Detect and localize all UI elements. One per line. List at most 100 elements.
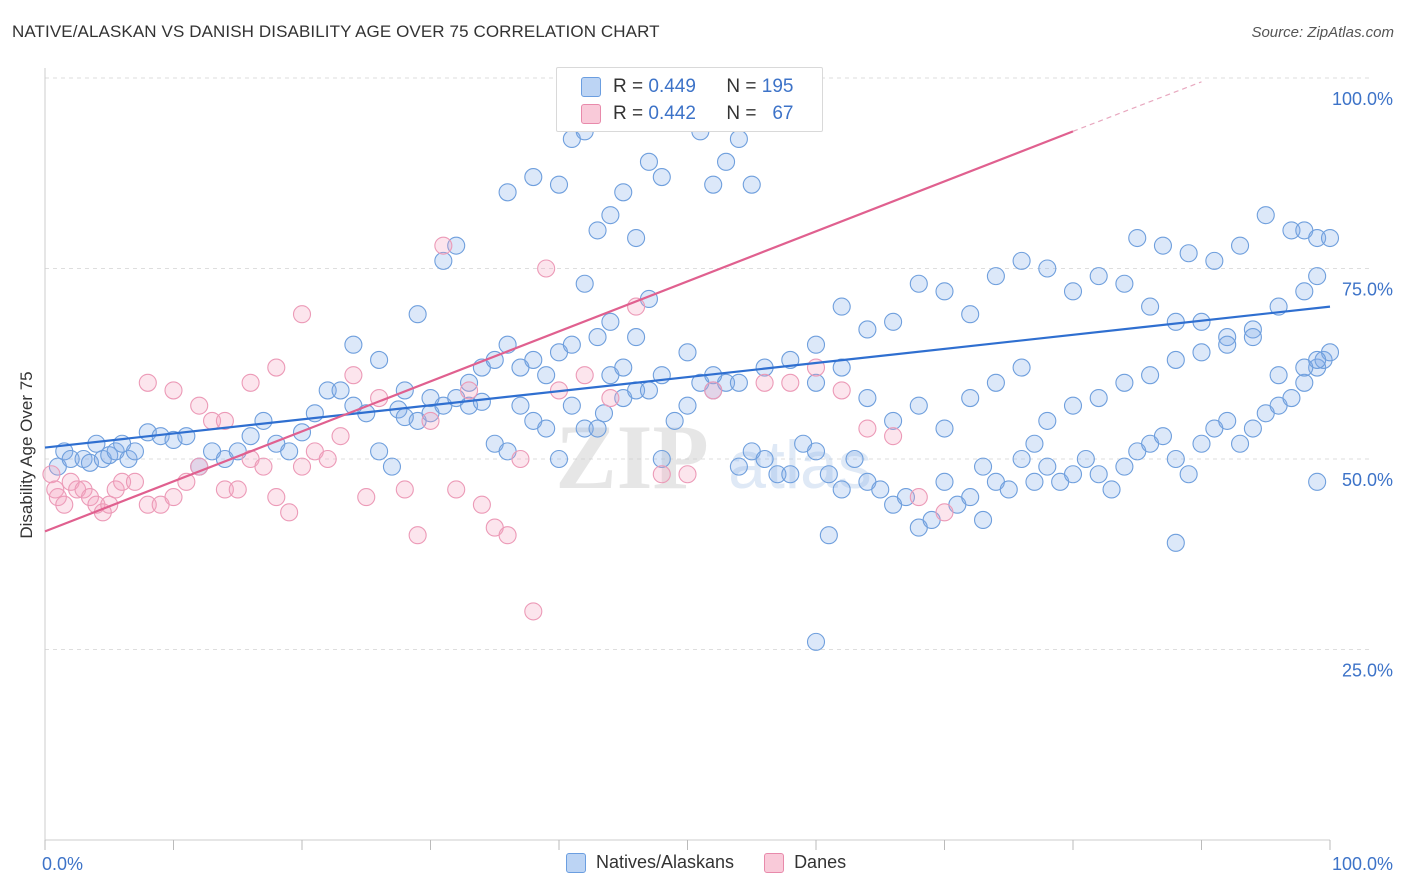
natives-point: [961, 305, 980, 324]
chart-title: NATIVE/ALASKAN VS DANISH DISABILITY AGE …: [12, 22, 660, 41]
danes-point: [164, 488, 183, 507]
x-tick-label: 100.0%: [1332, 854, 1393, 874]
legend-item-danes[interactable]: Danes: [764, 852, 846, 873]
natives-point: [331, 381, 350, 400]
natives-point: [909, 274, 928, 293]
legend-swatch-natives-bottom: [566, 852, 586, 873]
natives-point: [1192, 343, 1211, 362]
natives-point: [614, 183, 633, 202]
natives-point: [614, 358, 633, 377]
natives-point: [871, 480, 890, 499]
natives-point: [1231, 236, 1250, 255]
danes-point: [318, 449, 337, 469]
natives-point: [1012, 358, 1031, 377]
legend-item-natives[interactable]: Natives/Alaskans: [566, 852, 734, 873]
natives-point: [125, 442, 144, 461]
natives-point: [819, 465, 838, 484]
natives-point: [1218, 328, 1237, 347]
natives-point: [498, 183, 517, 202]
natives-point: [588, 328, 607, 347]
natives-point: [1115, 457, 1134, 476]
danes-point: [421, 411, 440, 430]
danes-point: [678, 465, 697, 484]
legend-row-natives: R = 0.449 N = 195: [581, 74, 793, 100]
danes-point: [292, 305, 312, 324]
natives-point: [858, 388, 877, 408]
natives-point: [1166, 449, 1185, 469]
natives-point: [729, 129, 748, 149]
legend-n-label: N =: [726, 76, 757, 97]
natives-point: [678, 396, 697, 415]
correlation-legend: R = 0.449 N = 195 R = 0.442 N = 67: [556, 67, 823, 132]
natives-point: [241, 427, 260, 446]
danes-point: [909, 488, 928, 507]
natives-point: [55, 442, 74, 461]
danes-point: [48, 488, 67, 507]
danes-point: [447, 480, 466, 499]
danes-point: [472, 495, 491, 514]
natives-point: [806, 373, 826, 392]
chart-source: Source: ZipAtlas.com: [1251, 24, 1394, 41]
legend-r-label: R =: [613, 103, 644, 124]
natives-point: [1179, 465, 1198, 484]
natives-point: [832, 358, 851, 377]
natives-point: [472, 392, 491, 411]
y-tick-label: 50.0%: [1342, 470, 1393, 490]
natives-point: [459, 373, 479, 392]
natives-point: [575, 419, 594, 438]
danes-point: [344, 366, 363, 385]
natives-point: [832, 480, 851, 499]
natives-point: [524, 168, 543, 187]
y-tick-label: 100.0%: [1332, 89, 1393, 109]
natives-point: [434, 251, 453, 270]
natives-point: [601, 312, 620, 331]
natives-point: [344, 335, 363, 354]
natives-point: [1295, 282, 1314, 301]
natives-point: [806, 632, 826, 651]
danes-point: [832, 381, 851, 400]
natives-point: [1063, 465, 1083, 484]
legend-n-label: N =: [726, 103, 757, 124]
natives-point: [678, 343, 697, 362]
natives-point: [254, 411, 273, 430]
natives-point: [1115, 274, 1134, 293]
danes-point: [74, 480, 93, 499]
danes-point: [601, 388, 620, 408]
natives-point: [370, 442, 389, 461]
legend-row-danes: R = 0.442 N = 67: [581, 101, 793, 127]
natives-point: [549, 449, 569, 469]
natives-point: [819, 526, 838, 545]
natives-point: [1012, 449, 1031, 469]
natives-point: [447, 236, 466, 255]
natives-point: [1231, 434, 1250, 453]
legend-n-value-natives: 195: [761, 76, 794, 97]
natives-point: [562, 335, 581, 354]
natives-point: [1141, 366, 1160, 385]
natives-point: [1089, 267, 1108, 286]
natives-point: [594, 404, 614, 423]
danes-point: [125, 472, 144, 491]
natives-point: [1256, 206, 1275, 225]
danes-point: [113, 472, 132, 491]
natives-point: [575, 274, 594, 293]
danes-point: [652, 465, 671, 484]
series-legend: Natives/Alaskans Danes: [566, 852, 876, 873]
danes-point: [190, 396, 209, 415]
legend-swatch-natives: [581, 77, 601, 97]
natives-point: [832, 297, 851, 316]
natives-point: [1153, 236, 1172, 255]
danes-point: [884, 427, 903, 446]
natives-point: [1115, 373, 1134, 392]
natives-point: [1308, 472, 1327, 491]
watermark-zip: ZIP: [555, 406, 708, 508]
natives-point: [119, 449, 138, 469]
natives-point: [652, 168, 671, 187]
legend-n-value-danes: 67: [772, 103, 794, 124]
natives-point: [986, 373, 1005, 392]
natives-point: [549, 175, 569, 194]
natives-point: [755, 449, 774, 469]
natives-point: [845, 449, 864, 469]
natives-point: [1179, 244, 1198, 263]
danes-point: [42, 465, 61, 484]
